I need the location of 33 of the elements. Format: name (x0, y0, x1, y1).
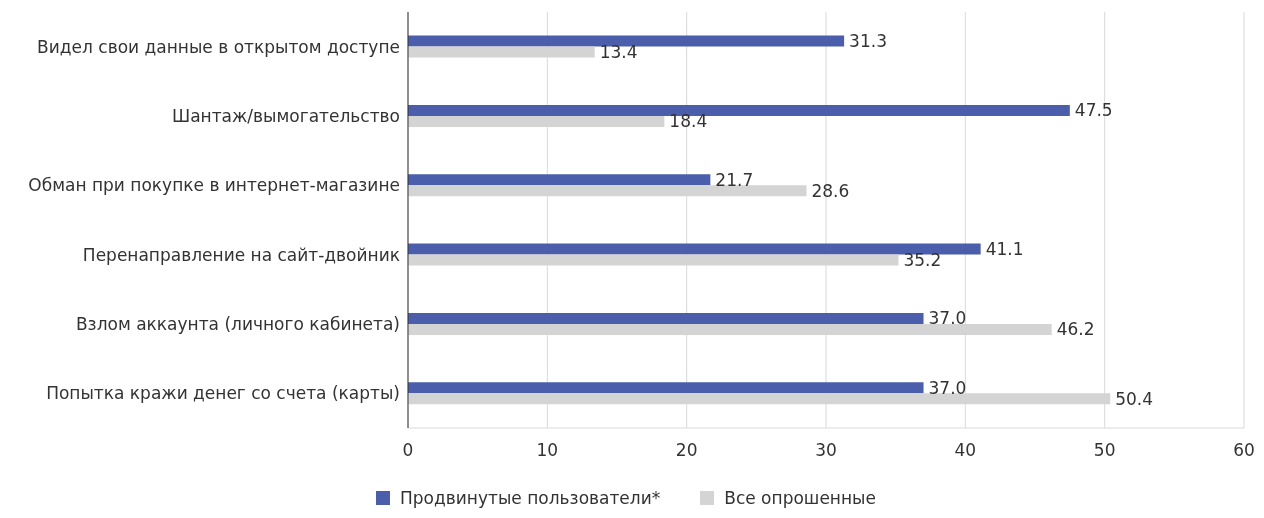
legend-label: Продвинутые пользователи* (400, 488, 661, 508)
x-tick-label: 0 (402, 440, 414, 461)
y-tick-label: Перенаправление на сайт-двойник (82, 244, 400, 265)
x-tick-label: 20 (675, 440, 698, 461)
bar (408, 174, 711, 186)
x-tick-label: 40 (954, 440, 977, 461)
data-label: 13.4 (599, 42, 638, 63)
data-label: 46.2 (1056, 319, 1095, 340)
data-label: 37.0 (928, 308, 967, 329)
bar (408, 104, 1070, 116)
data-label: 21.7 (715, 169, 754, 190)
y-tick-label: Обман при покупке в интернет-магазине (28, 175, 400, 196)
x-tick-label: 50 (1093, 440, 1116, 461)
bar (408, 35, 845, 47)
x-tick-label: 10 (536, 440, 559, 461)
legend-label: Все опрошенные (724, 488, 876, 508)
y-tick-label: Попытка кражи денег со счета (карты) (46, 383, 400, 404)
y-tick-label: Шантаж/вымогательство (171, 106, 400, 127)
x-tick-label: 60 (1233, 440, 1255, 461)
data-label: 50.4 (1115, 388, 1154, 409)
y-tick-label: Видел свои данные в открытом доступе (37, 36, 400, 57)
bar (408, 312, 924, 324)
data-label: 18.4 (669, 111, 708, 132)
bar (408, 243, 981, 255)
data-label: 28.6 (811, 180, 850, 201)
data-label: 47.5 (1074, 100, 1113, 121)
data-label: 37.0 (928, 377, 967, 398)
data-label: 31.3 (849, 31, 887, 52)
y-tick-label: Взлом аккаунта (личного кабинета) (75, 314, 400, 335)
data-label: 35.2 (903, 250, 942, 271)
bar (408, 382, 924, 394)
data-label: 41.1 (985, 239, 1024, 260)
x-tick-label: 30 (815, 440, 837, 461)
